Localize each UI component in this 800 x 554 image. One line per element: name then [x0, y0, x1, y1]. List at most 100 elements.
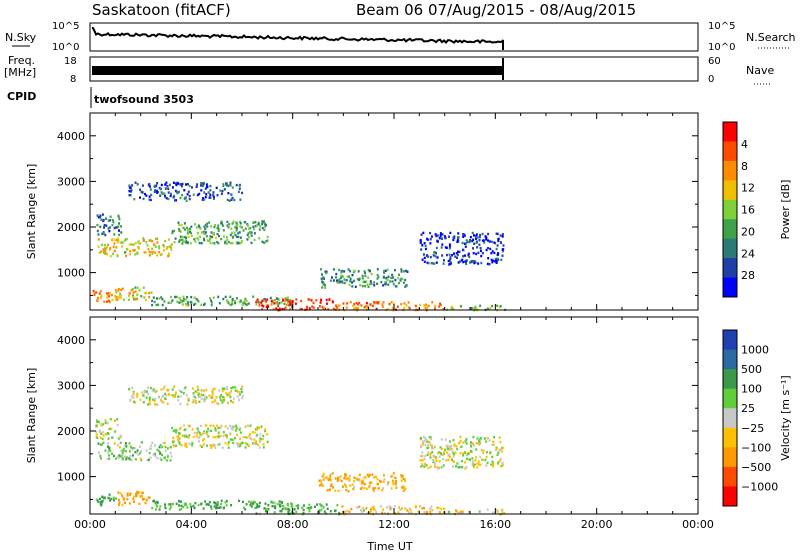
data-cell	[376, 273, 379, 277]
data-cell	[219, 396, 222, 399]
data-cell	[101, 495, 104, 499]
data-cell	[340, 480, 343, 483]
colorbar-tick-label: 16	[741, 204, 755, 217]
data-cell	[187, 190, 190, 193]
data-cell	[423, 457, 426, 461]
colorbar-segment	[723, 369, 737, 390]
data-cell	[249, 424, 252, 427]
data-cell	[501, 450, 504, 453]
data-cell	[282, 299, 284, 302]
nsky-panel-frame	[89, 22, 699, 52]
data-cell	[216, 501, 219, 504]
data-cell	[434, 233, 437, 236]
x-tick-label: 00:00	[682, 518, 714, 531]
data-cell	[441, 254, 444, 257]
data-cell	[375, 307, 378, 311]
data-cell	[205, 503, 208, 506]
data-cell	[117, 241, 120, 244]
data-cell	[463, 242, 466, 245]
data-cell	[289, 303, 292, 306]
data-cell	[109, 215, 112, 218]
data-cell	[261, 220, 264, 223]
data-cell	[363, 306, 366, 309]
data-cell	[310, 299, 313, 302]
data-cell	[444, 246, 447, 249]
data-cell	[332, 307, 335, 310]
data-cell	[331, 472, 334, 475]
data-cell	[471, 457, 474, 460]
data-cell	[247, 232, 250, 235]
data-cell	[201, 432, 204, 436]
data-cell	[401, 277, 404, 281]
data-cell	[162, 387, 165, 391]
data-cell	[146, 390, 148, 393]
data-cell	[388, 302, 391, 306]
data-cell	[429, 238, 432, 241]
data-cell	[472, 442, 474, 446]
data-cell	[92, 289, 95, 293]
data-cell	[133, 446, 136, 450]
data-cell	[209, 196, 212, 199]
data-cell	[142, 197, 145, 201]
data-cell	[448, 253, 451, 256]
data-cell	[136, 393, 139, 397]
data-cell	[241, 304, 244, 307]
data-cell	[486, 307, 489, 310]
y-tick-label: 2000	[57, 425, 85, 438]
data-cell	[97, 238, 100, 241]
data-cell	[344, 510, 347, 513]
data-cell	[492, 465, 495, 468]
data-cell	[447, 510, 450, 514]
data-cell	[208, 500, 211, 504]
data-cell	[235, 226, 238, 230]
data-cell	[151, 441, 154, 445]
data-cell	[485, 455, 488, 459]
data-cell	[191, 444, 194, 447]
colorbar-frame	[722, 121, 738, 298]
data-cell	[152, 500, 155, 503]
data-cell	[361, 285, 364, 288]
data-cell	[493, 251, 496, 255]
data-cell	[232, 386, 234, 389]
data-cell	[200, 189, 203, 192]
data-cell	[106, 442, 109, 445]
data-cell	[140, 190, 143, 193]
data-cell	[158, 508, 161, 511]
data-cell	[125, 248, 128, 251]
data-cell	[329, 473, 332, 476]
data-cell	[217, 426, 220, 430]
data-cell	[154, 397, 157, 401]
data-cell	[456, 256, 458, 259]
data-cell	[117, 503, 120, 506]
data-cell	[105, 300, 108, 303]
data-cell	[123, 239, 126, 242]
data-cell	[128, 457, 131, 461]
data-cell	[179, 183, 181, 186]
data-cell	[393, 482, 396, 485]
data-cell	[161, 303, 164, 307]
x-tick-label: 00:00	[74, 518, 106, 531]
data-cell	[315, 299, 318, 302]
data-cell	[445, 246, 448, 249]
data-cell	[423, 304, 426, 307]
data-cell	[471, 259, 474, 263]
data-cell	[178, 500, 180, 503]
data-cell	[255, 300, 258, 303]
data-cell	[203, 239, 206, 242]
data-cell	[102, 232, 105, 235]
data-cell	[419, 239, 422, 243]
data-cell	[144, 192, 146, 196]
data-cell	[394, 278, 397, 282]
data-cell	[106, 421, 109, 424]
data-cell	[318, 479, 321, 482]
data-cell	[409, 508, 412, 512]
data-cell	[225, 499, 228, 503]
data-cell	[253, 438, 256, 441]
data-cell	[222, 183, 225, 186]
data-cell	[97, 296, 99, 300]
data-cell	[182, 295, 185, 298]
data-cell	[132, 295, 135, 299]
data-cell	[221, 399, 224, 402]
cpid-label: CPID	[7, 90, 36, 103]
data-cell	[148, 451, 151, 455]
